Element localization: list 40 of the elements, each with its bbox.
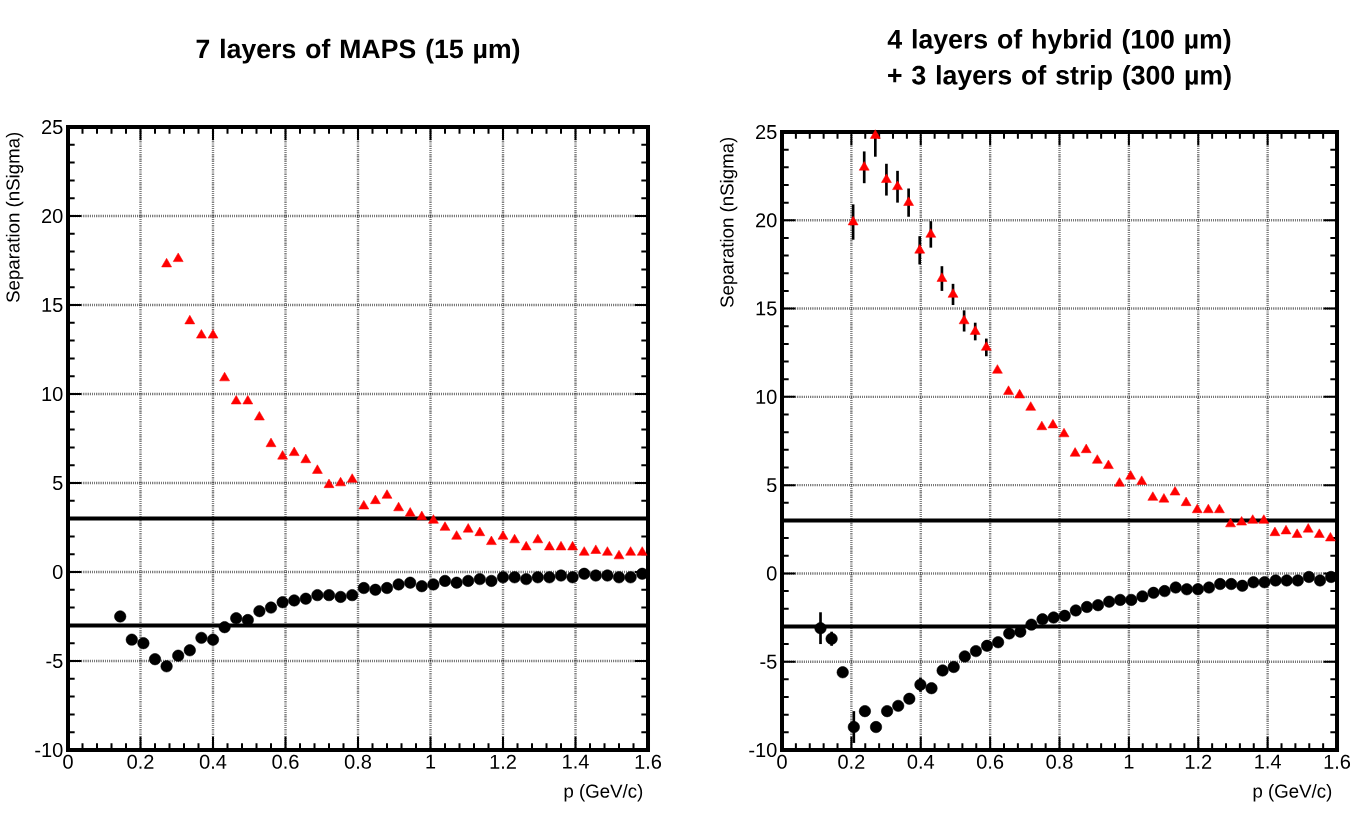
- y-tick-label: 5: [52, 476, 63, 490]
- x-tick-label: 0.8: [344, 754, 372, 769]
- x-tick-label: 0.2: [127, 754, 154, 769]
- y-tick-label: 20: [42, 208, 63, 224]
- y-tick-label: 20: [756, 213, 777, 228]
- y-tick-label: 10: [42, 386, 63, 402]
- x-tick-label: 1.2: [1185, 754, 1212, 769]
- x-tick-label: 0.4: [199, 754, 227, 769]
- y-tick-label: -5: [760, 654, 777, 669]
- x-tick-label: 0: [63, 754, 73, 769]
- x-tick-label: 1.4: [1255, 754, 1281, 769]
- x-tick-label: 1.6: [1324, 754, 1351, 769]
- y-tick-label: 0: [52, 564, 63, 580]
- y-tick-label: 0: [766, 566, 777, 581]
- x-tick-label: 1.4: [563, 754, 589, 769]
- y-tick-label: 25: [756, 124, 777, 140]
- x-tick-label: 0.6: [272, 754, 299, 769]
- x-tick-label: 0.2: [838, 754, 865, 769]
- x-tick-label: 0.6: [977, 754, 1004, 769]
- y-tick-label: -10: [35, 742, 63, 758]
- y-axis-title: Separation (nSigma): [719, 137, 738, 308]
- chart-title: 7 layers of MAPS (15 µm): [196, 38, 520, 64]
- x-axis-title: p (GeV/c): [1253, 784, 1332, 802]
- y-tick-label: 15: [756, 301, 777, 316]
- y-tick-label: 5: [766, 478, 777, 493]
- chart-title: 4 layers of hybrid (100 µm) + 3 layers of strip (300 µm): [887, 29, 1231, 90]
- x-tick-label: 0.8: [1046, 754, 1073, 769]
- y-tick-label: 10: [756, 389, 777, 404]
- x-tick-label: 0.4: [907, 754, 935, 769]
- x-tick-label: 1.2: [490, 754, 516, 769]
- x-tick-label: 1: [426, 754, 436, 769]
- x-tick-label: 0: [777, 754, 787, 769]
- y-tick-label: 25: [42, 119, 63, 135]
- y-tick-label: -10: [749, 742, 777, 758]
- y-tick-label: 15: [42, 298, 63, 312]
- x-tick-label: 1: [1124, 754, 1134, 769]
- y-tick-label: -5: [46, 654, 63, 668]
- x-axis-title: p (GeV/c): [564, 784, 643, 802]
- y-axis-title: Separation (nSigma): [5, 132, 24, 303]
- x-tick-label: 1.6: [635, 754, 662, 769]
